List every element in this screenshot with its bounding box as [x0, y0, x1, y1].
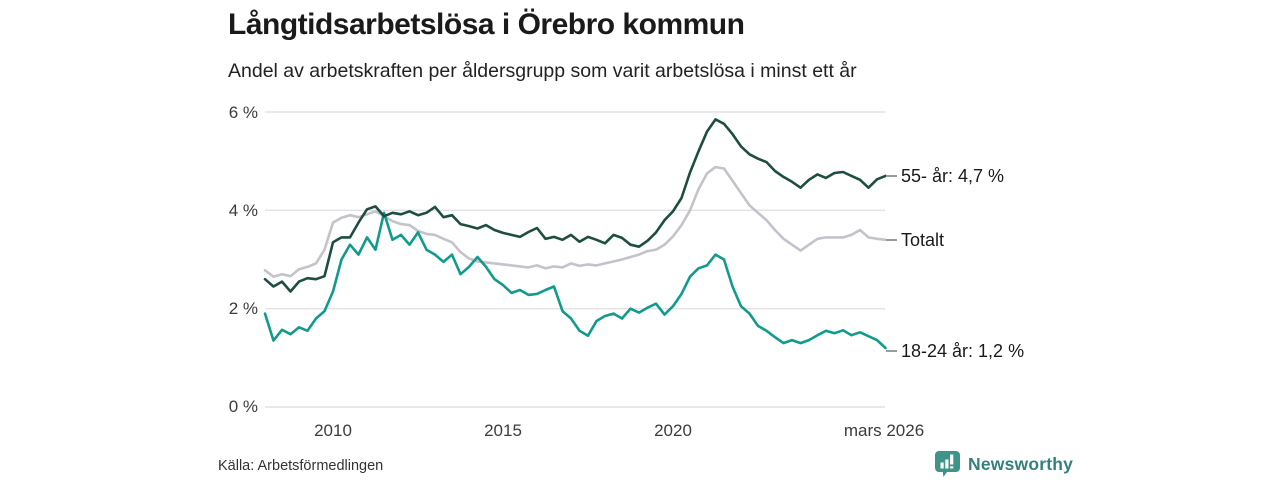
legend-label-18-24: 18-24 år: 1,2 % [901, 340, 1025, 361]
legend-label-55plus: 55- år: 4,7 % [901, 165, 1005, 186]
x-tick-2015: 2015 [484, 421, 522, 440]
page-subtitle: Andel av arbetskraften per åldersgrupp s… [228, 60, 857, 82]
series-line-totalt [263, 165, 887, 279]
page-title: Långtidsarbetslösa i Örebro kommun [228, 8, 745, 41]
source-caption: Källa: Arbetsförmedlingen [218, 458, 384, 474]
y-tick-4: 4 % [228, 201, 258, 220]
newsworthy-logo: Newsworthy [934, 450, 1073, 478]
legend-item-totalt: Totalt [886, 229, 944, 251]
x-tick-2020: 2020 [654, 421, 692, 440]
series-line-55plus [263, 118, 887, 293]
logo-wordmark: Newsworthy [968, 453, 1074, 474]
legend-item-18-24: 18-24 år: 1,2 % [886, 340, 1024, 362]
bar-chart-speech-bubble-icon [935, 451, 960, 477]
legend-item-55plus: 55- år: 4,7 % [886, 165, 1004, 187]
legend-dash-icon [886, 175, 897, 177]
y-tick-0: 0 % [228, 397, 258, 416]
x-tick-2010: 2010 [314, 421, 352, 440]
legend-label-totalt: Totalt [901, 229, 945, 250]
y-tick-6: 6 % [228, 103, 258, 122]
series-line-18-24 [263, 211, 887, 350]
legend-dash-icon [886, 239, 897, 241]
legend-dash-icon [886, 350, 897, 352]
y-tick-2: 2 % [228, 299, 258, 318]
x-tick-mars-2026: mars 2026 [843, 421, 925, 440]
